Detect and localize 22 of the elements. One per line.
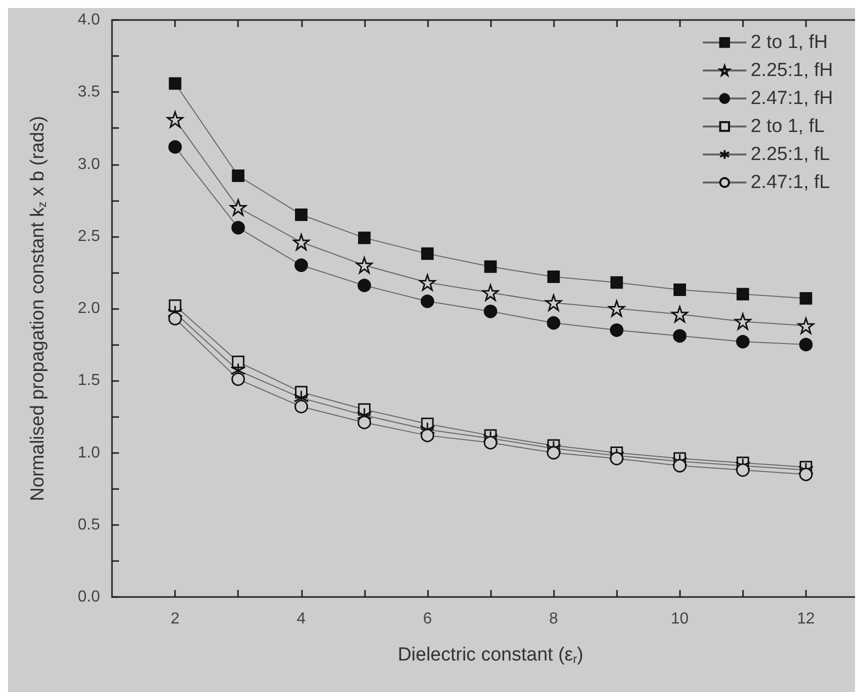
y-axis-title: Normalised propagation constant kz x b (rads) [28, 116, 49, 502]
legend-label: 2 to 1, fL [750, 116, 825, 137]
x-tick-label: 6 [422, 610, 432, 628]
y-tick-label: 1.0 [78, 444, 100, 462]
legend-label: 2 to 1, fH [750, 32, 828, 53]
y-tick-label: 0.5 [78, 516, 100, 534]
x-tick-label: 2 [170, 610, 180, 628]
x-tick-label: 8 [549, 610, 558, 628]
y-tick-label: 2.5 [78, 228, 100, 245]
x-tick-label: 12 [797, 610, 815, 628]
y-tick-label: 3.5 [78, 84, 100, 101]
x-tick-label: 10 [670, 610, 689, 628]
y-tick-label: 0.0 [78, 588, 100, 606]
legend-label: 2.25:1, fH [750, 60, 834, 81]
y-tick-label: 2.0 [78, 300, 100, 317]
y-tick-label: 4.0 [78, 12, 100, 28]
legend-label: 2.47:1, fL [750, 172, 830, 193]
legend-label: 2.47:1, fH [750, 88, 834, 109]
y-tick-label: 1.5 [78, 372, 100, 390]
x-tick-label: 4 [296, 610, 306, 628]
y-tick-label: 3.0 [78, 156, 100, 173]
legend-label: 2.25:1, fL [750, 144, 830, 165]
